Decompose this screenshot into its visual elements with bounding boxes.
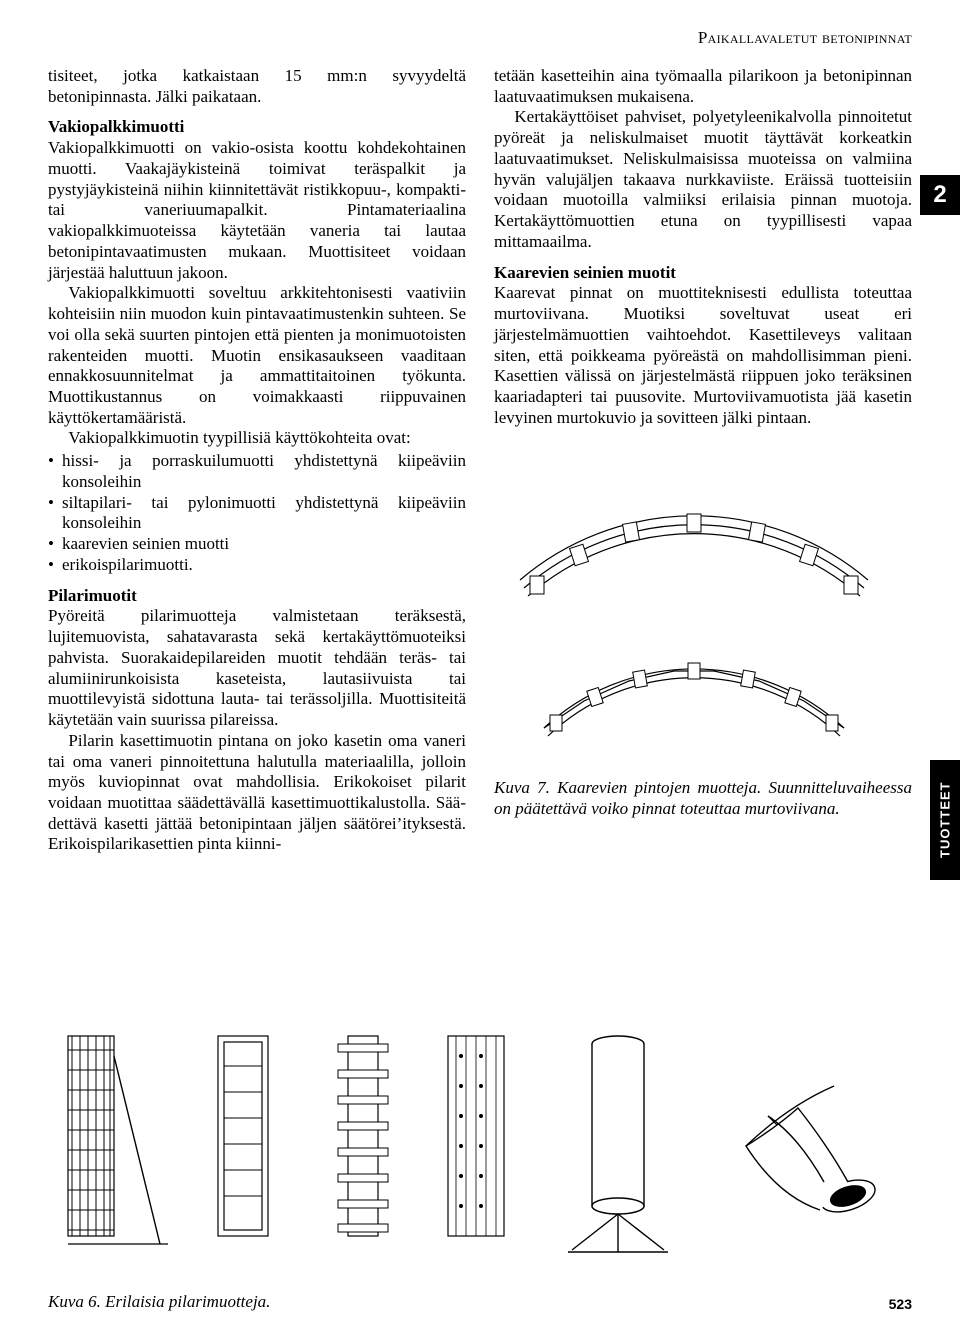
two-column-layout: tisiteet, jotka katkaistaan 15 mm:n syvy… — [48, 66, 912, 855]
list-item: • kaarevien seinien muotti — [48, 534, 466, 555]
figure-6-caption: Kuva 6. Erilaisia pilarimuotteja. — [48, 1292, 912, 1312]
column-forms-svg — [48, 1026, 912, 1256]
left-column: tisiteet, jotka katkaistaan 15 mm:n syvy… — [48, 66, 466, 855]
heading-pilarimuotit: Pilarimuotit — [48, 586, 466, 607]
heading-vakiopalkkimuotti: Vakiopalkkimuotti — [48, 117, 466, 138]
arc-formwork-svg — [494, 438, 894, 768]
list-item: • erikoispilarimuotti. — [48, 555, 466, 576]
lead-paragraph: tisiteet, jotka katkaistaan 15 mm:n syvy… — [48, 66, 466, 107]
bullet-icon: • — [48, 534, 62, 555]
list-item-text: kaarevien seinien muotti — [62, 534, 466, 555]
para-vakio-1: Vakiopalkkimuotti on vakio-osista koottu… — [48, 138, 466, 283]
bullet-icon: • — [48, 555, 62, 576]
figure-6-illustration — [48, 1026, 912, 1256]
bullet-icon: • — [48, 493, 62, 534]
para-pilari-2: Pilarin kasettimuotin pintana on joko ka… — [48, 731, 466, 855]
list-item-text: erikoispilarimuotti. — [62, 555, 466, 576]
para-kaari: Kaarevat pinnat on muottiteknisesti edul… — [494, 283, 912, 428]
page-number: 523 — [889, 1296, 912, 1312]
right-column: tetään kasetteihin aina työmaalla pilari… — [494, 66, 912, 855]
figure-6-area: Kuva 6. Erilaisia pilarimuotteja. — [48, 1008, 912, 1312]
side-tab-label: TUOTTEET — [930, 760, 960, 880]
figure-7-caption: Kuva 7. Kaarevien pintojen muotteja. Suu… — [494, 778, 912, 819]
list-item: • siltapilari- tai pylonimuotti yhdistet… — [48, 493, 466, 534]
bullet-icon: • — [48, 451, 62, 492]
para-vakio-3: Vakiopalkkimuotin tyypillisiä käyttökoht… — [48, 428, 466, 449]
para-continuation: tetään kasetteihin aina työmaalla pilari… — [494, 66, 912, 107]
list-item-text: siltapilari- tai pylonimuotti yhdistetty… — [62, 493, 466, 534]
running-header: Paikallavaletut betonipinnat — [48, 28, 912, 48]
figure-7-illustration — [494, 438, 912, 768]
list-item-text: hissi- ja porraskuilumuotti yhdistettynä… — [62, 451, 466, 492]
para-pilari-1: Pyöreitä pilarimuotteja valmistetaan ter… — [48, 606, 466, 730]
list-item: • hissi- ja porraskuilumuotti yhdistetty… — [48, 451, 466, 492]
para-kertakaytto: Kertakäyttöiset pahviset, polyetyleenika… — [494, 107, 912, 252]
section-number-badge: 2 — [920, 175, 960, 215]
heading-kaarevien: Kaarevien seinien muotit — [494, 263, 912, 284]
bullet-list: • hissi- ja porraskuilumuotti yhdistetty… — [48, 451, 466, 575]
para-vakio-2: Vakiopalkkimuotti soveltuu arkkitehtonis… — [48, 283, 466, 428]
